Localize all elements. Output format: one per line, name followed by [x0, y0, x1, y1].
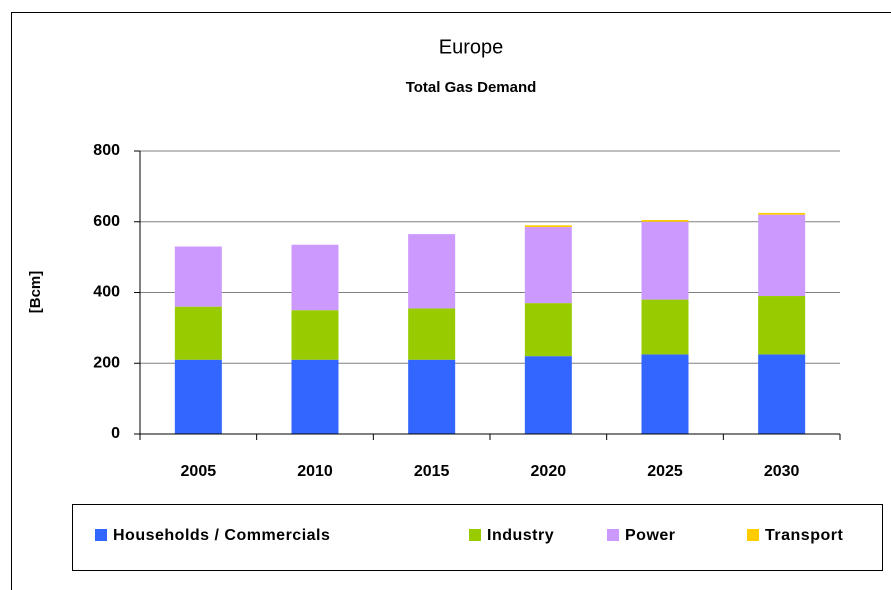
bar-segment: [758, 354, 806, 434]
bar-segment: [174, 246, 222, 307]
bar-segment: [641, 299, 689, 355]
bar-segment: [641, 354, 689, 434]
x-tick-label: 2010: [297, 463, 333, 480]
bar-segment: [408, 308, 456, 360]
y-tick-label: 600: [93, 213, 120, 230]
legend-swatch: [95, 529, 107, 541]
y-tick-label: 200: [93, 354, 120, 371]
y-tick-label: 0: [111, 425, 120, 442]
bar-segment: [291, 244, 339, 311]
bar-segment: [524, 227, 572, 304]
bar-segment: [524, 225, 572, 228]
bar-segment: [758, 296, 806, 355]
bar-segment: [291, 359, 339, 434]
bar-segment: [408, 234, 456, 309]
legend-swatch: [469, 529, 481, 541]
bar-segment: [758, 214, 806, 297]
bar-segment: [291, 310, 339, 360]
bar-segment: [641, 221, 689, 300]
x-tick-label: 2020: [531, 463, 567, 480]
bar-segment: [641, 219, 689, 222]
x-tick-label: 2030: [764, 463, 800, 480]
y-tick-label: 800: [93, 142, 120, 159]
bar-segment: [758, 212, 806, 215]
legend-swatch: [747, 529, 759, 541]
bar-segment: [174, 359, 222, 434]
bar-segment: [408, 359, 456, 434]
legend-label: Power: [625, 527, 676, 544]
y-axis-label: [Bcm]: [27, 271, 44, 314]
bar-segment: [524, 303, 572, 357]
legend-swatch: [607, 529, 619, 541]
x-tick-label: 2015: [414, 463, 450, 480]
legend-label: Transport: [765, 527, 843, 544]
x-tick-label: 2005: [181, 463, 217, 480]
legend-label: Industry: [487, 527, 554, 544]
legend-label: Households / Commercials: [113, 527, 330, 544]
x-tick-label: 2025: [647, 463, 683, 480]
bar-segment: [174, 306, 222, 360]
bar-segment: [524, 356, 572, 434]
y-tick-label: 400: [93, 284, 120, 301]
chart-subtitle: Total Gas Demand: [406, 79, 537, 96]
chart-title: Europe: [439, 36, 504, 58]
